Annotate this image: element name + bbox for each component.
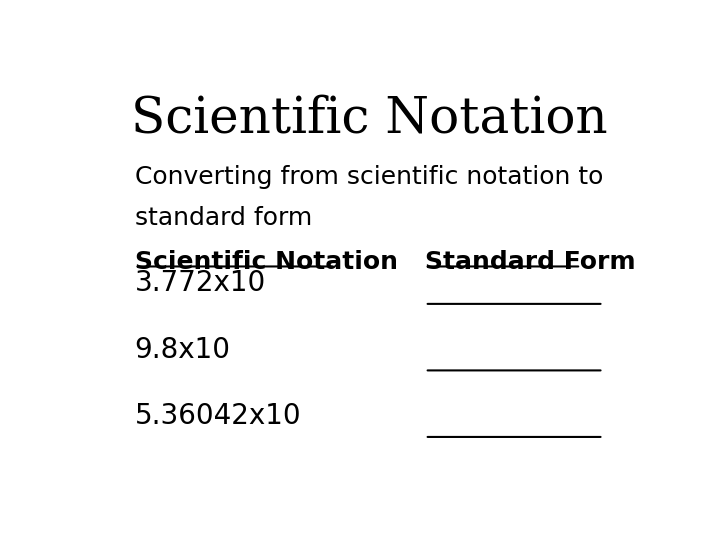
Text: 5.36042x10: 5.36042x10 [135, 402, 301, 430]
Text: Scientific Notation: Scientific Notation [135, 250, 397, 274]
Text: standard form: standard form [135, 206, 312, 230]
Text: 9.8x10: 9.8x10 [135, 336, 230, 364]
Text: Scientific Notation: Scientific Notation [131, 94, 607, 143]
Text: Converting from scientific notation to: Converting from scientific notation to [135, 165, 603, 188]
Text: Standard Form: Standard Form [425, 250, 636, 274]
Text: 3.772x10: 3.772x10 [135, 269, 266, 298]
